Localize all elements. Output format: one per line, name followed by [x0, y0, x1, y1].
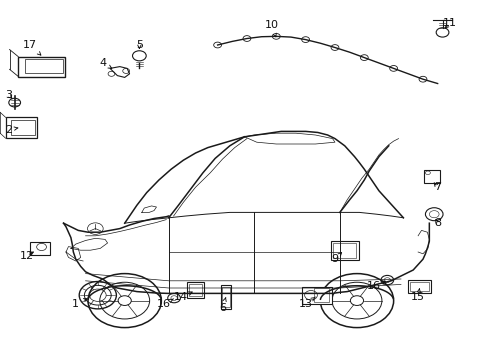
Text: 14: 14	[174, 292, 192, 302]
Text: 7: 7	[433, 182, 440, 192]
Text: 2: 2	[5, 125, 18, 135]
Text: 16: 16	[366, 281, 385, 291]
Bar	[302, 287, 331, 304]
Text: 10: 10	[264, 20, 278, 37]
Polygon shape	[110, 67, 129, 77]
Bar	[330, 241, 358, 260]
Text: 9: 9	[331, 253, 341, 264]
Bar	[332, 243, 356, 258]
Text: 11: 11	[442, 18, 456, 28]
Bar	[409, 282, 428, 291]
Bar	[30, 242, 50, 255]
Text: 1: 1	[72, 299, 87, 309]
Bar	[11, 120, 35, 135]
Text: 5: 5	[136, 40, 142, 50]
Text: 16: 16	[157, 299, 173, 309]
Bar	[220, 285, 231, 309]
Bar	[423, 170, 439, 183]
Text: 15: 15	[410, 289, 424, 302]
Bar	[187, 282, 203, 298]
Bar	[25, 59, 62, 73]
Text: 4: 4	[99, 58, 112, 68]
Text: 3: 3	[5, 90, 12, 100]
Bar	[314, 288, 328, 302]
Text: 12: 12	[20, 251, 34, 261]
Bar	[5, 117, 37, 138]
Text: 8: 8	[433, 218, 440, 228]
Bar	[222, 287, 229, 307]
Text: 13: 13	[298, 297, 315, 309]
Text: 17: 17	[23, 40, 41, 55]
Bar	[189, 284, 202, 296]
Text: 6: 6	[219, 297, 226, 313]
Bar	[19, 57, 65, 77]
Bar	[407, 280, 430, 293]
